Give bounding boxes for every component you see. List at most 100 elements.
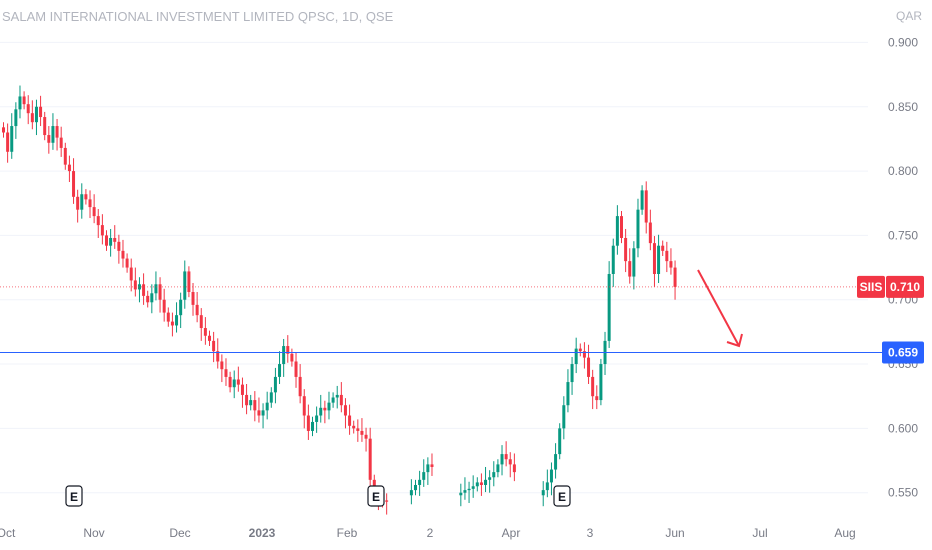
candle[interactable] [368,427,372,489]
candle[interactable] [67,155,71,183]
price-axis[interactable]: 0.9000.8500.8000.7500.7000.6500.6000.550… [857,35,924,500]
candle[interactable] [673,260,677,300]
candle[interactable] [10,113,14,159]
candle[interactable] [14,102,18,139]
candle[interactable] [18,85,22,119]
candle[interactable] [203,317,207,345]
candle[interactable] [183,260,187,309]
candle[interactable] [216,338,220,369]
candle[interactable] [76,189,80,223]
candle[interactable] [541,481,545,507]
candle[interactable] [554,443,558,479]
candle[interactable] [587,344,591,384]
candle[interactable] [467,481,471,503]
candle[interactable] [348,404,352,435]
candle[interactable] [500,445,504,476]
candle[interactable] [479,473,483,496]
candle[interactable] [475,477,479,492]
candle[interactable] [298,364,302,404]
candle[interactable] [343,398,347,429]
candle[interactable] [113,225,117,249]
candle[interactable] [611,238,615,287]
candle[interactable] [109,228,113,257]
candle[interactable] [100,214,104,245]
candle[interactable] [80,183,84,219]
candle[interactable] [512,453,516,482]
candle[interactable] [331,392,335,408]
candle[interactable] [430,453,434,476]
candle[interactable] [661,240,665,256]
candle[interactable] [566,369,570,413]
candle[interactable] [644,181,648,234]
candle[interactable] [30,100,34,130]
candle[interactable] [129,258,133,292]
candle[interactable] [591,369,595,410]
candle[interactable] [245,383,249,415]
candle[interactable] [652,236,656,287]
candle[interactable] [158,277,162,313]
candle[interactable] [545,469,549,498]
candle[interactable] [665,241,669,273]
candle[interactable] [294,352,298,388]
candle[interactable] [142,273,146,305]
candle[interactable] [549,462,553,496]
candle[interactable] [154,271,158,301]
candle[interactable] [463,477,467,500]
candle[interactable] [179,292,183,329]
candle[interactable] [2,122,5,138]
candle[interactable] [96,209,100,238]
candle[interactable] [286,335,290,363]
candle[interactable] [496,459,500,478]
candle[interactable] [356,419,360,442]
candle[interactable] [117,234,121,264]
candle[interactable] [570,356,574,395]
candle[interactable] [232,370,236,399]
candle[interactable] [364,427,368,452]
candle[interactable] [187,266,191,298]
candle[interactable] [574,337,578,374]
candle[interactable] [121,239,125,268]
time-axis[interactable]: Oct Nov Dec 2023 Feb 2 Apr 3 Jun Jul Aug [0,526,856,540]
candle[interactable] [669,248,673,275]
candle[interactable] [471,475,475,498]
candle[interactable] [488,470,492,493]
candle[interactable] [208,330,211,347]
candle[interactable] [657,234,661,284]
candle[interactable] [302,389,306,429]
candle[interactable] [39,95,43,127]
candle[interactable] [418,470,422,496]
candle[interactable] [648,209,652,251]
candle[interactable] [632,241,636,290]
candle[interactable] [409,479,413,505]
candle[interactable] [385,493,389,515]
candle[interactable] [236,366,240,392]
candle[interactable] [290,348,294,367]
candle[interactable] [125,253,129,273]
candle[interactable] [628,248,632,284]
candle[interactable] [615,205,619,255]
candle[interactable] [162,288,166,322]
candle[interactable] [51,113,55,150]
candle[interactable] [335,385,339,409]
earnings-mark[interactable]: E [553,485,571,507]
candle[interactable] [249,394,253,411]
candle[interactable] [92,194,96,224]
candle[interactable] [170,312,174,337]
candle[interactable] [599,358,603,406]
candle[interactable] [265,391,269,420]
candle[interactable] [562,396,566,440]
candle[interactable] [220,354,224,383]
candle[interactable] [595,385,599,410]
candle[interactable] [492,461,496,487]
earnings-mark[interactable]: E [367,485,385,507]
candle[interactable] [88,190,92,219]
candle[interactable] [253,391,257,422]
candle[interactable] [282,338,286,377]
candle[interactable] [508,452,512,478]
candle[interactable] [175,302,179,333]
candle[interactable] [240,377,244,408]
candle[interactable] [84,189,88,205]
candle[interactable] [459,483,463,507]
candle[interactable] [137,277,141,303]
candle[interactable] [146,290,150,308]
